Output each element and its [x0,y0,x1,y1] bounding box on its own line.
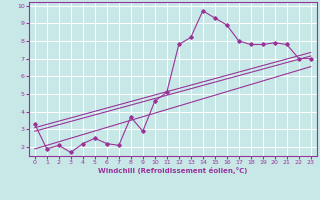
X-axis label: Windchill (Refroidissement éolien,°C): Windchill (Refroidissement éolien,°C) [98,167,247,174]
